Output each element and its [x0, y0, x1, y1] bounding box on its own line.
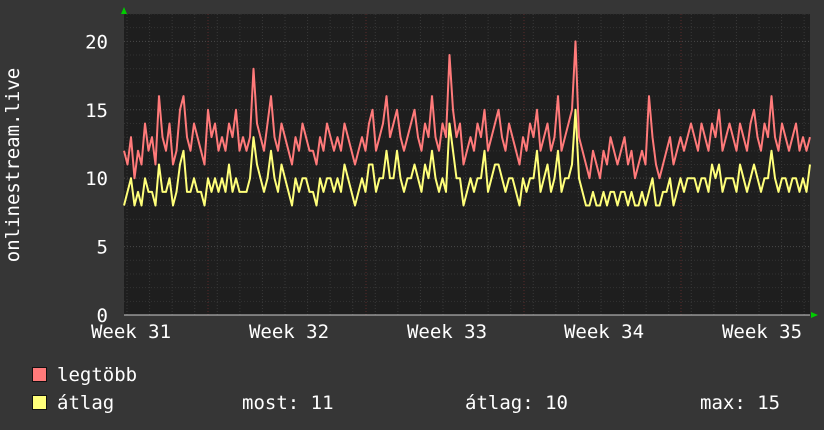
series-line-max — [123, 40, 811, 180]
legend-label-avg: átlag — [57, 392, 115, 414]
series-layer — [123, 40, 811, 207]
x-tick-label: Week 35 — [722, 321, 802, 340]
legend-swatch-avg — [32, 395, 47, 410]
x-axis-arrow-icon — [811, 312, 818, 318]
legend-swatch-max — [32, 367, 47, 382]
y-axis: 0 5 10 15 20 — [85, 31, 108, 327]
x-tick-label: Week 34 — [564, 321, 644, 340]
legend-item-avg: átlag — [32, 390, 114, 416]
y-tick-label: 20 — [85, 31, 108, 53]
grid — [124, 13, 810, 316]
y-axis-label: onlinestream.live — [2, 68, 24, 262]
x-tick-label: Week 32 — [249, 321, 329, 340]
stat-average: átlag: 10 — [465, 392, 568, 414]
y-axis-arrow-icon — [121, 7, 127, 14]
series-line-avg — [123, 108, 811, 207]
y-tick-label: 0 — [97, 305, 108, 327]
y-tick-label: 15 — [85, 100, 108, 122]
stat-max: max: 15 — [700, 392, 781, 414]
legend-item-max: legtöbb — [32, 362, 137, 388]
legend-label-max: legtöbb — [57, 364, 138, 386]
y-tick-label: 10 — [85, 168, 108, 190]
x-tick-label: Week 33 — [407, 321, 487, 340]
x-axis: Week 31 Week 32 Week 33 Week 34 Week 35 — [91, 321, 802, 340]
stat-now: most: 11 — [242, 392, 334, 414]
y-tick-label: 5 — [97, 237, 108, 259]
x-tick-label: Week 31 — [91, 321, 171, 340]
